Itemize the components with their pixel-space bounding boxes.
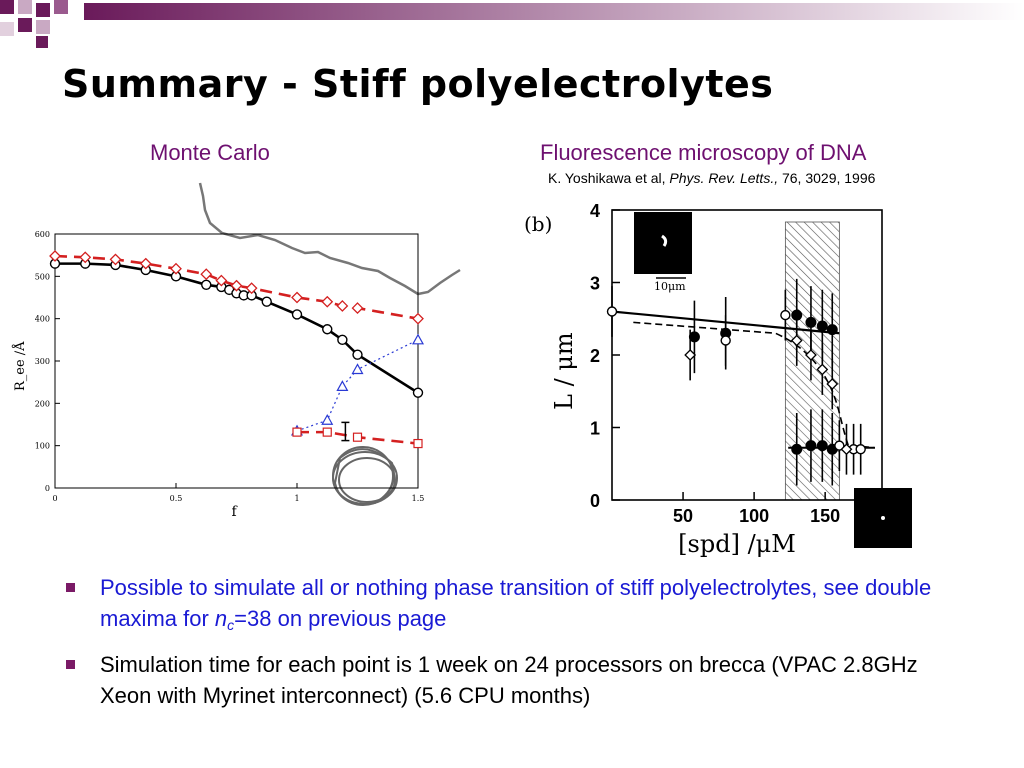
bullet-icon [66,660,75,669]
y-tick-label: 3 [590,274,600,294]
triangle-point [411,333,425,345]
open-circle-point [855,444,866,455]
filled-circle-point [816,440,828,452]
fluorescence-caption: Fluorescence microscopy of DNA [540,140,867,165]
citation-details: 76, 3029, 1996 [781,170,876,186]
panel-label: (b) [524,212,552,236]
y-axis-label: R_ee /Å [12,341,28,391]
diamond-point [245,282,258,295]
slide-title: Summary - Stiff polyelectrolytes [62,62,774,106]
open-circle-point [834,440,845,451]
shaded-transition-region [784,221,840,501]
x-tick-label: 100 [739,506,769,526]
triangle-point [336,380,349,391]
y-tick-label: 1 [590,419,600,439]
circle-point [322,324,333,335]
bullet-1-text-b: =38 on previous page [234,606,447,631]
diamond-point [49,250,61,262]
series-square-line [297,430,419,445]
triangle-point [321,414,334,425]
circle-point [337,334,348,346]
diamond-point [321,295,334,308]
bullet-list: Possible to simulate all or nothing phas… [66,572,966,719]
y-tick-label: 300 [35,357,50,366]
extended-chain-image [198,182,461,296]
bullet-item-1: Possible to simulate all or nothing phas… [66,572,966,641]
collapsed-chain-image [332,446,398,506]
square-point [322,427,332,437]
filled-circle-point [816,320,828,332]
diamond-point [79,251,92,264]
x-axis-label: [spd] /μM [678,530,796,558]
open-diamond-point [684,349,697,361]
open-diamond-point [816,363,829,376]
x-tick-label: 50 [673,506,693,526]
y-tick-label: 0 [45,484,50,493]
filled-circle-point [791,443,803,455]
citation: K. Yoshikawa et al, Phys. Rev. Letts., 7… [548,170,875,186]
x-tick-label: 0 [52,494,57,503]
triangle-point [351,363,364,375]
monte-carlo-caption: Monte Carlo [150,140,270,165]
filled-circle-point [805,440,817,452]
square-point [413,438,423,449]
corner-decoration [0,0,1024,48]
y-tick-label: 4 [590,201,600,221]
diamond-point [109,253,122,266]
bullet-item-2: Simulation time for each point is 1 week… [66,649,966,711]
circle-point [261,296,272,307]
y-tick-label: 600 [35,230,50,239]
x-tick-label: 150 [810,506,840,526]
diamond-point [200,268,213,281]
series-triangle-line [296,339,419,432]
diamond-point [230,279,243,292]
microscopy-inset-collapsed [854,488,912,548]
bullet-2-text: Simulation time for each point is 1 week… [100,652,918,708]
monte-carlo-chart: 0 0.5 1 1.5 0 100 200 300 400 500 600 f R_ee /Å [12,182,461,518]
y-tick-label: 400 [35,315,50,324]
diamond-point [412,312,424,325]
open-circle-point [720,335,731,346]
diamond-point [170,262,182,275]
y-axis-label: L / μm [550,332,578,410]
y-tick-label: 200 [35,399,50,408]
square-point [352,432,363,442]
diamond-point [215,274,228,287]
x-tick-label: 1.5 [412,494,425,503]
diamond-point [336,300,349,312]
scale-bar-label: 10μm [654,280,686,293]
diamond-point [139,257,152,270]
bullet-1-subscript: c [227,617,235,633]
citation-authors: K. Yoshikawa et al, [548,170,666,186]
microscopy-inset-extended: 10μm [634,212,692,293]
open-diamond-point [826,378,839,390]
square-point [292,427,302,437]
circle-point [201,279,212,291]
fluorescence-chart: (b) 50 100 150 0 1 2 3 4 [spd] /μM L / μm 10μm [524,201,912,558]
diamond-point [291,291,303,304]
open-diamond-point [790,334,803,347]
circle-point [291,309,303,320]
x-axis-label: f [232,504,239,518]
x-tick-label: 0.5 [170,494,183,503]
y-tick-label: 100 [35,442,50,451]
circle-point [412,387,424,398]
open-circle-point [606,306,618,317]
circle-point [352,349,363,360]
y-tick-label: 0 [590,491,600,511]
filled-circle-point [805,316,817,328]
y-tick-label: 2 [590,346,600,366]
filled-circle-point [826,324,838,336]
x-tick-label: 1 [294,494,299,503]
bullet-1-text-a: Possible to simulate all or nothing phas… [100,575,932,631]
diamond-point [351,302,364,315]
open-diamond-point [805,349,817,361]
bullet-1-variable: n [214,606,228,631]
open-diamond-point [840,443,853,456]
open-circle-point [780,309,791,321]
y-tick-label: 500 [35,272,50,281]
citation-journal: Phys. Rev. Letts., [669,170,779,186]
bullet-icon [66,583,75,592]
